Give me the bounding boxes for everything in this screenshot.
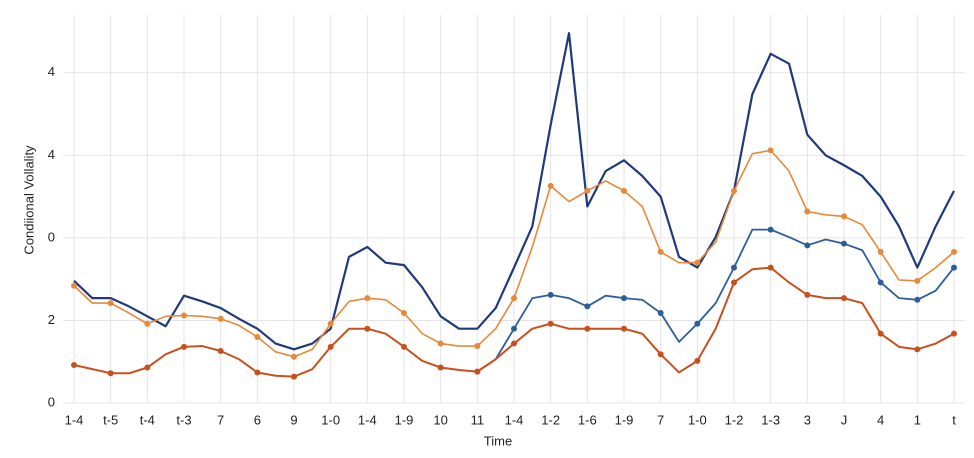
series-marker: [144, 320, 151, 327]
series-marker: [474, 368, 481, 375]
series-marker: [437, 364, 444, 371]
series-marker: [547, 291, 554, 298]
series-marker: [951, 264, 957, 271]
series-marker: [327, 343, 334, 350]
series-marker: [841, 295, 847, 302]
series-line: [476, 228, 955, 373]
series-marker: [951, 248, 957, 255]
x-axis-label: Time: [484, 433, 512, 448]
y-tick-label: 2: [48, 312, 55, 327]
y-tick-label: 0: [48, 394, 55, 409]
x-tick-label: 4: [877, 412, 884, 427]
series-line: [73, 32, 955, 351]
series-marker: [584, 325, 591, 332]
x-tick-label: 1-9: [395, 412, 414, 427]
x-tick-label: 1-3: [761, 412, 780, 427]
x-tick-label: 1-0: [321, 412, 340, 427]
series-marker: [547, 182, 554, 189]
series-marker: [511, 340, 517, 347]
series-marker: [511, 325, 517, 332]
series-marker: [914, 277, 921, 284]
x-tick-label: 1-9: [615, 412, 634, 427]
series-marker: [767, 147, 774, 154]
series-marker: [291, 373, 297, 380]
series-marker: [107, 300, 114, 307]
series-marker: [181, 312, 187, 319]
series-marker: [621, 325, 627, 332]
y-tick-label: 0: [48, 229, 55, 244]
series-marker: [144, 364, 151, 371]
x-tick-label: 3: [804, 412, 811, 427]
series-marker: [401, 343, 407, 350]
x-tick-label: 1-2: [541, 412, 560, 427]
x-tick-label: 1-4: [65, 412, 84, 427]
series-marker: [731, 279, 737, 286]
series-marker: [877, 330, 884, 337]
series-marker: [217, 315, 224, 322]
series-marker: [877, 279, 884, 286]
series-marker: [364, 325, 371, 332]
series-marker: [327, 320, 334, 327]
series-marker: [401, 310, 407, 317]
x-tick-label: 7: [657, 412, 664, 427]
series-marker: [107, 370, 114, 377]
series-marker: [841, 213, 847, 220]
series-marker: [657, 248, 664, 255]
series-marker: [657, 310, 664, 317]
series-marker: [254, 333, 261, 340]
x-tick-label: t: [952, 412, 956, 427]
x-tick-label: t-3: [176, 412, 191, 427]
series-marker: [291, 353, 297, 360]
x-tick-label: 1-4: [358, 412, 377, 427]
series-marker: [71, 282, 77, 289]
x-tick-label: t-5: [103, 412, 118, 427]
x-tick-label: 1-2: [725, 412, 744, 427]
x-tick-label: 11: [471, 412, 485, 427]
series-marker: [767, 226, 774, 233]
x-tick-label: 1-4: [505, 412, 524, 427]
series-marker: [694, 320, 701, 327]
series-marker: [254, 369, 261, 376]
series-marker: [181, 343, 187, 350]
series-marker: [804, 242, 811, 249]
series-marker: [694, 259, 701, 266]
series-marker: [511, 295, 517, 302]
series-marker: [804, 291, 811, 298]
x-tick-label: 10: [433, 412, 447, 427]
x-tick-label: 7: [217, 412, 224, 427]
x-tick-label: 1-6: [578, 412, 597, 427]
series-marker: [621, 187, 627, 194]
x-tick-label: 6: [254, 412, 261, 427]
series-marker: [364, 295, 371, 302]
series-marker: [841, 240, 847, 247]
series-marker: [694, 357, 701, 364]
series-marker: [877, 248, 884, 255]
series-marker: [584, 303, 591, 310]
x-tick-label: 1: [914, 412, 921, 427]
series-marker: [731, 187, 737, 194]
series-marker: [914, 296, 921, 303]
series-marker: [804, 208, 811, 215]
series-marker: [71, 362, 77, 369]
series-marker: [767, 264, 774, 271]
y-tick-label: 4: [48, 64, 55, 79]
series-marker: [951, 330, 957, 337]
series-marker: [547, 320, 554, 327]
series-marker: [621, 295, 627, 302]
y-axis-label: Condiional Vollality: [21, 145, 36, 255]
series-marker: [474, 343, 481, 350]
series-marker: [437, 340, 444, 347]
x-tick-label: 9: [290, 412, 297, 427]
x-tick-label: 1-0: [688, 412, 707, 427]
series-marker: [914, 346, 921, 353]
series-marker: [217, 347, 224, 354]
x-tick-label: J: [841, 412, 848, 427]
x-tick-label: t-4: [140, 412, 155, 427]
series-marker: [731, 264, 737, 271]
series-marker: [657, 351, 664, 358]
y-tick-label: 4: [48, 147, 55, 162]
series-marker: [584, 187, 591, 194]
